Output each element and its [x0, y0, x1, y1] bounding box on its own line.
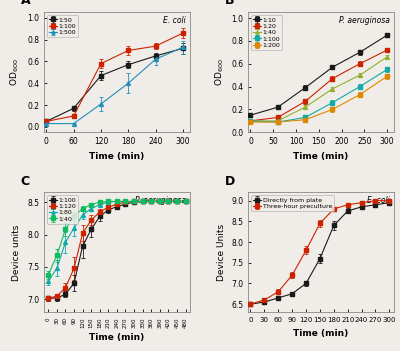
X-axis label: Time (min): Time (min) [294, 152, 349, 161]
Legend: Directly from plate, Three-hour preculture: Directly from plate, Three-hour precultu… [251, 196, 334, 211]
Legend: 1:10, 1:20, 1:40, 1:100, 1:200: 1:10, 1:20, 1:40, 1:100, 1:200 [251, 15, 282, 50]
Legend: 1:50, 1:100, 1:500: 1:50, 1:100, 1:500 [47, 15, 78, 37]
Text: E. coli: E. coli [163, 16, 186, 25]
X-axis label: Time (min): Time (min) [89, 333, 144, 342]
Text: P. aeruginosa: P. aeruginosa [134, 196, 186, 205]
Y-axis label: OD$_{600}$: OD$_{600}$ [9, 59, 22, 86]
Legend: 1:100, 1:120, 1:80, 1:40: 1:100, 1:120, 1:80, 1:40 [47, 196, 78, 224]
Y-axis label: OD$_{600}$: OD$_{600}$ [213, 59, 226, 86]
Y-axis label: Device units: Device units [12, 224, 22, 280]
X-axis label: Time (min): Time (min) [294, 329, 349, 338]
Y-axis label: Device Units: Device Units [217, 224, 226, 281]
Text: P. aeruginosa: P. aeruginosa [339, 16, 390, 25]
Text: C: C [21, 174, 30, 187]
Text: A: A [21, 0, 30, 7]
X-axis label: Time (min): Time (min) [89, 152, 144, 161]
Text: E. coli: E. coli [367, 196, 390, 205]
Text: B: B [225, 0, 234, 7]
Text: D: D [225, 174, 235, 187]
